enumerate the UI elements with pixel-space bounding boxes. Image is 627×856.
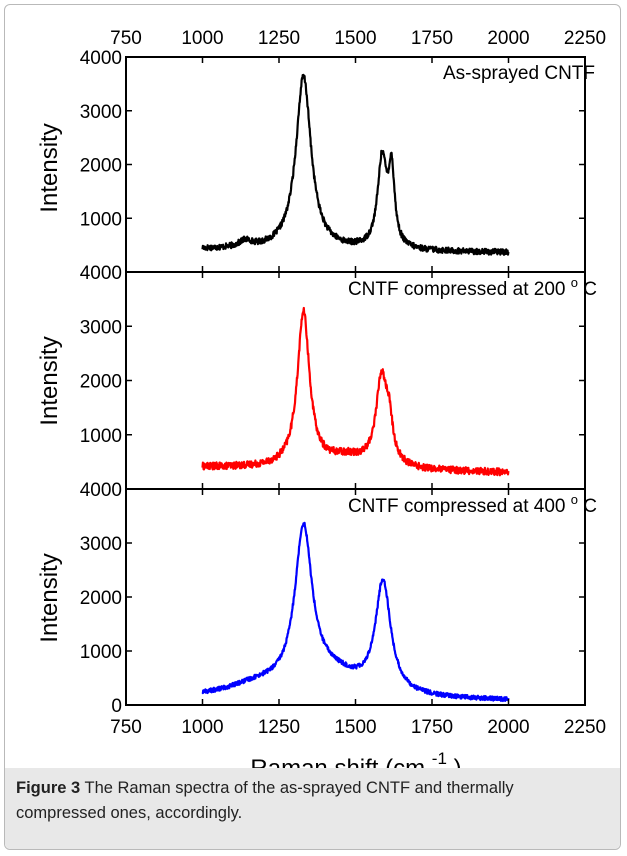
x-bottom-tick-label-2250: 2250 [564, 717, 606, 738]
y-tick-label-1-3000: 3000 [80, 102, 122, 123]
y-axis-title-panel-2: Intensity [36, 336, 63, 425]
panel-frame-3 [125, 488, 586, 706]
y-tick-label-1-2000: 2000 [80, 156, 122, 177]
panel-frame-2 [125, 271, 586, 490]
x-top-tick-label-1250: 1250 [258, 28, 300, 49]
x-bottom-tick-label-750: 750 [110, 717, 142, 738]
panel-label-3: CNTF compressed at 400 o C [348, 488, 597, 517]
y-tick-label-3-3000: 3000 [80, 534, 122, 555]
x-top-tick-label-1750: 1750 [411, 28, 453, 49]
y-tick-label-1-4000: 4000 [80, 48, 122, 69]
y-axis-title-panel-3: Intensity [36, 553, 63, 642]
y-tick-label-3-4000: 4000 [80, 480, 122, 501]
spectrum-line-1 [201, 73, 510, 256]
panel-label-3-unit: C [583, 496, 597, 517]
x-bottom-tick-label-1500: 1500 [334, 717, 376, 738]
spectrum-line-2 [201, 306, 510, 477]
y-tick-label-2-3000: 3000 [80, 317, 122, 338]
panel-label-2-text: CNTF compressed at 200 [348, 279, 566, 300]
figure-frame [4, 4, 621, 850]
figure-caption: Figure 3 The Raman spectra of the as-spr… [16, 776, 606, 826]
panel-label-3-degree: o [571, 492, 578, 507]
caption-label: Figure 3 [16, 779, 81, 797]
y-tick-label-1-1000: 1000 [80, 209, 122, 230]
x-top-tick-label-1500: 1500 [334, 28, 376, 49]
x-bottom-tick-label-2000: 2000 [487, 717, 529, 738]
x-top-tick-label-1000: 1000 [181, 28, 223, 49]
x-bottom-tick-label-1000: 1000 [181, 717, 223, 738]
x-bottom-tick-label-1750: 1750 [411, 717, 453, 738]
y-tick-label-3-1000: 1000 [80, 642, 122, 663]
y-tick-label-2-4000: 4000 [80, 263, 122, 284]
y-tick-label-3-2000: 2000 [80, 588, 122, 609]
x-top-tick-label-750: 750 [110, 28, 142, 49]
x-top-tick-label-2000: 2000 [487, 28, 529, 49]
panel-label-2: CNTF compressed at 200 o C [348, 271, 597, 300]
panel-label-2-unit: C [583, 279, 597, 300]
caption-text: The Raman spectra of the as-sprayed CNTF… [16, 779, 514, 822]
y-tick-label-3-0: 0 [111, 696, 122, 717]
y-tick-label-2-2000: 2000 [80, 372, 122, 393]
x-bottom-tick-label-1250: 1250 [258, 717, 300, 738]
panel-label-3-text: CNTF compressed at 400 [348, 496, 566, 517]
caption-box [5, 768, 620, 849]
panel-label-1: As-sprayed CNTF [443, 63, 595, 84]
panel-label-2-degree: o [571, 275, 578, 290]
y-axis-title-panel-1: Intensity [36, 123, 63, 212]
x-axis-title-sup: -1 [432, 749, 447, 768]
plot-layer: 1000 2000 3000 4000 1000 2000 3000 4000 0 1000 200… [80, 28, 606, 738]
y-tick-label-2-1000: 1000 [80, 426, 122, 447]
spectrum-line-3 [201, 521, 510, 703]
x-top-tick-label-2250: 2250 [564, 28, 606, 49]
